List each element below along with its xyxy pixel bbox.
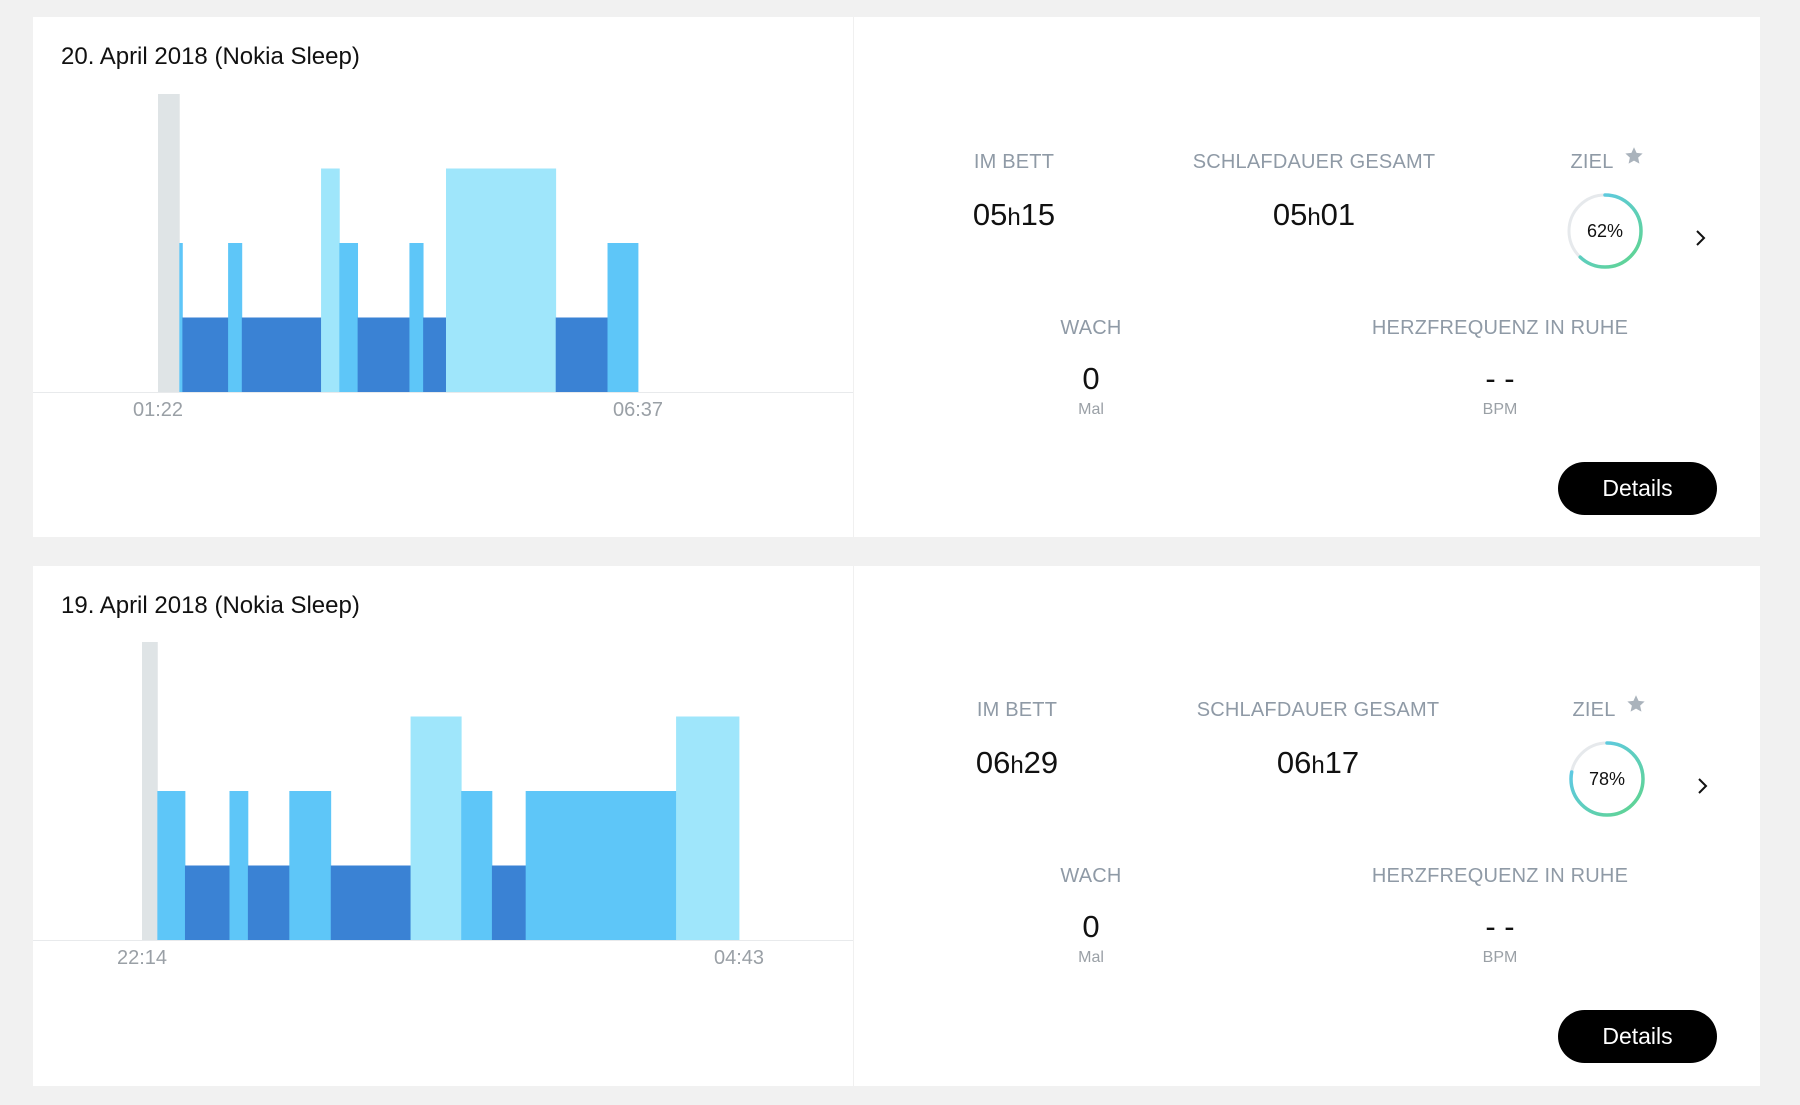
- details-button[interactable]: Details: [1558, 1010, 1717, 1063]
- sleep-segment-deep: [330, 865, 411, 940]
- resting-hr-value: - -: [1485, 361, 1515, 396]
- sleep-segment-deep: [184, 865, 230, 940]
- sleep-segment-light: [179, 243, 183, 392]
- sleep-segment-rem: [676, 716, 740, 940]
- sleep-segment-deep: [423, 317, 447, 392]
- awake-label: WACH: [1060, 317, 1122, 339]
- goal-label: ZIEL: [1570, 151, 1614, 173]
- in-bed-value: 06h29: [975, 745, 1059, 780]
- resting-hr-label: HERZFREQUENZ IN RUHE: [1371, 865, 1629, 887]
- total-sleep-label: SCHLAFDAUER GESAMT: [1192, 151, 1436, 173]
- sleep-segment-rem: [410, 716, 462, 940]
- star-icon: [1625, 147, 1643, 164]
- awake-unit: Mal: [1078, 949, 1104, 966]
- start-time-label: 01:22: [132, 399, 184, 421]
- resting-hr-value: - -: [1485, 909, 1515, 944]
- in-bed-label: IM BETT: [976, 699, 1058, 721]
- details-button[interactable]: Details: [1558, 462, 1717, 515]
- goal-progress-ring: [1567, 193, 1643, 269]
- sleep-segment-rem: [446, 168, 557, 392]
- in-bed-label: IM BETT: [973, 151, 1055, 173]
- goal-progress-ring: [1569, 741, 1645, 817]
- sleep-segment-rem: [321, 168, 340, 392]
- sleep-segment-light: [525, 791, 677, 940]
- sleep-segment-light: [339, 243, 359, 392]
- sleep-segment-deep: [357, 317, 410, 392]
- start-time-label: 22:14: [116, 947, 168, 969]
- sleep-card-1: 19. April 2018 (Nokia Sleep) 22:14 04:43…: [33, 566, 1760, 1086]
- goal-label: ZIEL: [1572, 699, 1616, 721]
- end-time-label: 06:37: [612, 399, 664, 421]
- goal-percent: 62%: [1586, 221, 1624, 241]
- goal-percent: 78%: [1588, 769, 1626, 789]
- hr-unit: BPM: [1482, 949, 1518, 966]
- sleep-segment-awake: [158, 94, 180, 392]
- end-time-label: 04:43: [713, 947, 765, 969]
- in-bed-value: 05h15: [972, 197, 1056, 232]
- sleep-segment-deep: [241, 317, 322, 392]
- night-title: 19. April 2018 (Nokia Sleep): [61, 592, 360, 619]
- sleep-segment-deep: [182, 317, 229, 392]
- sleep-card-0: 20. April 2018 (Nokia Sleep) 01:22 06:37…: [33, 17, 1760, 537]
- sleep-segment-awake: [142, 642, 158, 940]
- sleep-chart-panel: 20. April 2018 (Nokia Sleep) 01:22 06:37: [33, 17, 853, 537]
- sleep-segment-deep: [491, 865, 527, 940]
- sleep-chart-panel: 19. April 2018 (Nokia Sleep) 22:14 04:43: [33, 566, 853, 1086]
- sleep-segment-deep: [247, 865, 290, 940]
- sleep-segment-light: [157, 791, 186, 940]
- awake-label: WACH: [1060, 865, 1122, 887]
- sleep-segment-light: [289, 791, 332, 940]
- sleep-stage-chart: [33, 642, 853, 941]
- total-sleep-label: SCHLAFDAUER GESAMT: [1196, 699, 1440, 721]
- awake-count: 0: [1082, 361, 1100, 396]
- total-sleep-value: 05h01: [1272, 197, 1356, 232]
- resting-hr-label: HERZFREQUENZ IN RUHE: [1371, 317, 1629, 339]
- night-title: 20. April 2018 (Nokia Sleep): [61, 43, 360, 70]
- sleep-segment-light: [228, 243, 243, 392]
- chevron-right-icon[interactable]: [1692, 228, 1708, 248]
- total-sleep-value: 06h17: [1276, 745, 1360, 780]
- hr-unit: BPM: [1482, 401, 1518, 418]
- sleep-segment-light: [461, 791, 493, 940]
- divider: [853, 17, 854, 537]
- sleep-stage-chart: [33, 94, 853, 393]
- star-icon: [1627, 695, 1645, 712]
- sleep-segment-light: [229, 791, 249, 940]
- divider: [853, 566, 854, 1086]
- sleep-segment-light: [607, 243, 639, 392]
- awake-unit: Mal: [1078, 401, 1104, 418]
- sleep-segment-deep: [555, 317, 608, 392]
- sleep-segment-light: [409, 243, 424, 392]
- awake-count: 0: [1082, 909, 1100, 944]
- chevron-right-icon[interactable]: [1694, 776, 1710, 796]
